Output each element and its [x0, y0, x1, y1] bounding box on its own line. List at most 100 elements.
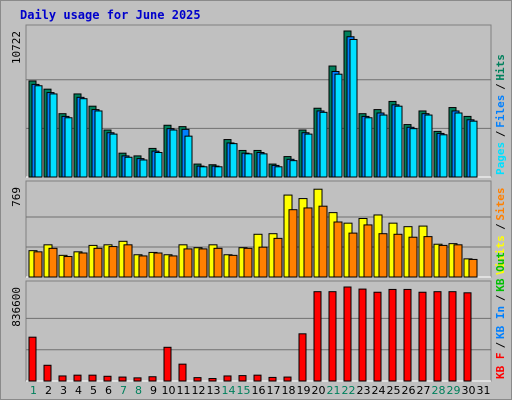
day-label: 20 — [312, 384, 326, 397]
day-label: 23 — [357, 384, 371, 397]
bar-sites — [393, 233, 403, 278]
day-label: 7 — [120, 384, 127, 397]
day-label: 17 — [267, 384, 281, 397]
day-label: 25 — [387, 384, 401, 397]
day-label: 24 — [372, 384, 386, 397]
day-label: 19 — [297, 384, 311, 397]
bar-pages — [304, 133, 313, 178]
legend-separator: / — [494, 342, 507, 349]
day-label: 21 — [327, 384, 341, 397]
bar-kb-f — [163, 346, 172, 382]
day-label: 13 — [207, 384, 221, 397]
legend-separator: / — [494, 83, 507, 90]
bar-sites — [63, 256, 73, 278]
bar-sites — [303, 207, 313, 278]
bar-sites — [468, 258, 478, 278]
plot-area — [25, 280, 492, 382]
bar-sites — [363, 224, 373, 278]
bar-kb-f — [148, 376, 157, 382]
day-label: 12 — [192, 384, 206, 397]
bar-kb-f — [373, 291, 382, 382]
bar-kb-f — [418, 291, 427, 382]
bar-kb-f — [448, 291, 457, 382]
legend-separator: / — [494, 130, 507, 137]
bar-pages — [409, 128, 418, 178]
bar-sites — [243, 247, 253, 278]
bar-pages — [454, 112, 463, 178]
bar-pages — [64, 117, 73, 178]
bar-kb-f — [343, 286, 352, 382]
bar-sites — [273, 237, 283, 278]
bar-sites — [408, 236, 418, 278]
bar-pages — [34, 85, 43, 178]
legend-label: Hits — [494, 54, 507, 81]
bar-kb-f — [208, 378, 217, 382]
bar-pages — [94, 110, 103, 178]
bar-kb-f — [58, 375, 67, 382]
day-label: 3 — [60, 384, 67, 397]
bar-kb-f — [103, 375, 112, 382]
bar-kb-f — [88, 374, 97, 382]
day-label: 2 — [45, 384, 52, 397]
bar-sites — [198, 248, 208, 278]
bar-sites — [348, 232, 358, 278]
bar-kb-f — [403, 288, 412, 382]
bar-kb-f — [388, 288, 397, 382]
bar-sites — [228, 254, 238, 278]
bar-sites — [318, 205, 328, 278]
legend-label: Sites — [494, 187, 507, 220]
bar-kb-f — [298, 333, 307, 382]
y-max-label: 10722 — [10, 31, 23, 64]
day-label: 4 — [75, 384, 82, 397]
bar-pages — [124, 156, 133, 178]
bar-pages — [439, 134, 448, 178]
bar-kb-f — [223, 375, 232, 382]
legend-label: Pages — [494, 142, 507, 175]
bar-kb-f — [433, 291, 442, 382]
bar-pages — [49, 93, 58, 178]
bar-pages — [349, 38, 358, 178]
bar-pages — [79, 98, 88, 178]
legend-label: KB Out — [494, 252, 507, 292]
y-max-label: 769 — [10, 187, 23, 207]
bar-pages — [469, 120, 478, 178]
bar-kb-f — [193, 377, 202, 382]
bar-sites — [123, 244, 133, 278]
day-label: 15 — [237, 384, 251, 397]
bar-kb-f — [28, 336, 37, 382]
day-label: 30 — [462, 384, 476, 397]
day-label: 6 — [105, 384, 112, 397]
bar-pages — [244, 153, 253, 178]
y-max-label: 836600 — [10, 287, 23, 327]
bar-sites — [153, 252, 163, 278]
bar-pages — [214, 166, 223, 178]
bar-pages — [394, 105, 403, 178]
bar-sites — [183, 248, 193, 278]
day-label: 8 — [135, 384, 142, 397]
bar-kb-f — [238, 375, 247, 382]
bar-pages — [319, 111, 328, 178]
day-label: 11 — [177, 384, 191, 397]
day-label: 14 — [222, 384, 236, 397]
bar-sites — [453, 244, 463, 278]
bar-sites — [378, 233, 388, 278]
bar-pages — [109, 133, 118, 178]
day-label: 26 — [402, 384, 416, 397]
bar-sites — [258, 246, 268, 278]
bar-sites — [438, 244, 448, 278]
day-label: 22 — [342, 384, 356, 397]
day-label: 31 — [477, 384, 491, 397]
bar-sites — [108, 246, 118, 278]
bar-sites — [93, 247, 103, 278]
bar-sites — [333, 221, 343, 278]
bar-kb-f — [313, 291, 322, 382]
bar-pages — [364, 117, 373, 178]
bar-sites — [48, 247, 58, 278]
day-label: 29 — [447, 384, 461, 397]
bar-sites — [78, 252, 88, 278]
bar-kb-f — [118, 376, 127, 382]
bar-sites — [168, 255, 178, 278]
bar-kb-f — [43, 364, 52, 382]
bar-pages — [379, 114, 388, 178]
